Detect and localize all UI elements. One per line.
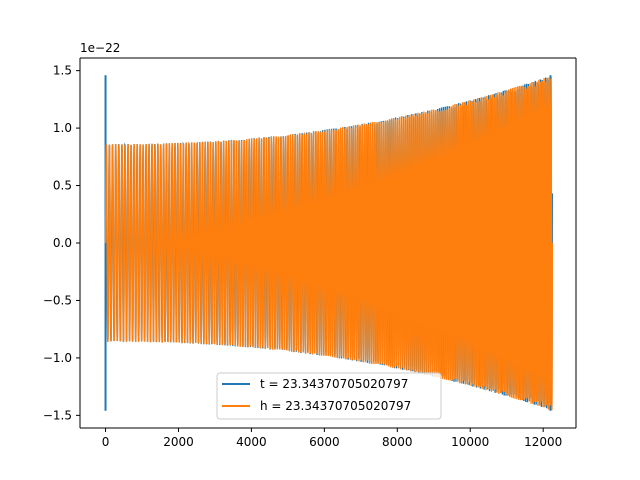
x-tick-label: 10000 — [451, 435, 489, 449]
y-tick-label: 1.0 — [53, 121, 72, 135]
y-tick-label: −1.5 — [43, 408, 72, 422]
x-tick-label: 6000 — [309, 435, 340, 449]
axes-frame — [79, 57, 577, 429]
x-ticks: 0 2000 4000 6000 8000 10000 12000 — [102, 428, 562, 449]
y-tick-label: 1.5 — [53, 64, 72, 78]
legend: t = 23.34370705020797 h = 23.34370705020… — [216, 372, 442, 420]
x-tick-label: 2000 — [163, 435, 194, 449]
x-tick-label: 12000 — [524, 435, 562, 449]
y-tick-label: 0.0 — [53, 236, 72, 250]
y-tick-label: −1.0 — [43, 351, 72, 365]
legend-label-h: h = 23.34370705020797 — [260, 399, 411, 413]
y-ticks: −1.5 −1.0 −0.5 0.0 0.5 1.0 1.5 — [43, 64, 80, 422]
x-tick-label: 8000 — [382, 435, 413, 449]
x-tick-label: 0 — [102, 435, 110, 449]
series-line-h — [104, 77, 553, 411]
legend-box — [216, 372, 442, 420]
legend-label-t: t = 23.34370705020797 — [260, 377, 408, 391]
y-tick-label: −0.5 — [43, 293, 72, 307]
y-tick-label: 0.5 — [53, 179, 72, 193]
plot-area: 0 2000 4000 6000 8000 10000 12000 −1.5 −1.0 −0.5… — [43, 41, 577, 449]
series-layer — [104, 75, 553, 411]
y-offset-label: 1e−22 — [80, 41, 120, 55]
x-tick-label: 4000 — [236, 435, 267, 449]
